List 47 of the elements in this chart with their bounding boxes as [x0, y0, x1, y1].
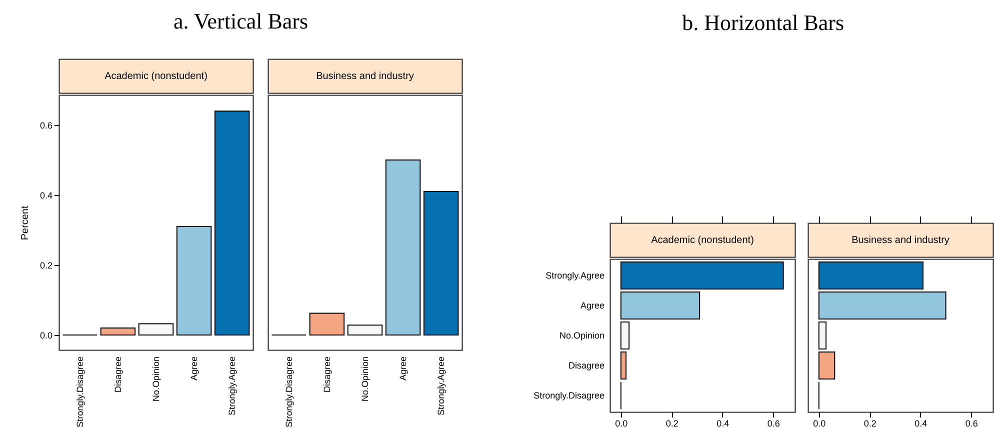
x-tick-label: No.Opinion [150, 356, 161, 402]
x-tick-label: 0.4 [914, 418, 927, 428]
x-tick-label: Strongly.Agree [226, 356, 237, 416]
x-tick-label: 0.4 [716, 418, 729, 428]
bar [138, 322, 174, 336]
x-tick-label: 0.6 [767, 418, 780, 428]
bar [818, 351, 835, 380]
bar [620, 291, 700, 320]
bar [347, 324, 382, 336]
chart-subtitle: Academic (nonstudent) [650, 234, 754, 246]
y-tick-label: 0.0 [40, 330, 52, 340]
chart-title: a. Vertical Bars [173, 8, 308, 34]
bar [620, 321, 630, 350]
chart-subtitle: Academic (nonstudent) [104, 70, 208, 82]
x-tick-label: 0.6 [965, 418, 978, 428]
chart-title: b. Horizontal Bars [682, 10, 844, 35]
y-tick-label: 0.6 [40, 120, 52, 130]
y-tick-label: 0.4 [40, 190, 52, 200]
x-tick-label: Strongly.Disagree [284, 356, 294, 428]
x-tick-label: Strongly.Agree [436, 356, 446, 416]
chart-subtitle: Business and industry [851, 234, 950, 246]
bar [818, 321, 826, 350]
bar [100, 327, 136, 336]
x-tick-label: 0.2 [666, 418, 678, 428]
x-tick-label: Agree [188, 356, 199, 380]
bar [214, 110, 250, 336]
x-tick-label: Agree [398, 356, 408, 380]
bar [309, 312, 344, 336]
bar [385, 159, 420, 336]
bar [620, 261, 784, 290]
x-tick-label: 0.0 [812, 418, 826, 428]
x-tick-label: Disagree [322, 356, 332, 392]
bar [423, 190, 458, 336]
x-tick-label: 0.0 [614, 418, 628, 428]
bar [818, 291, 946, 320]
bar [620, 351, 626, 380]
y-tick-label: Strongly.Agree [545, 270, 604, 280]
bar [176, 226, 212, 336]
y-tick-label: No.Opinion [559, 330, 604, 340]
bar [818, 261, 924, 290]
x-tick-label: No.Opinion [360, 356, 370, 402]
x-tick-label: Disagree [112, 356, 123, 392]
y-tick-label: Agree [580, 300, 604, 310]
y-tick-label: 0.2 [40, 260, 52, 270]
x-tick-label: 0.2 [864, 418, 876, 428]
chart-subtitle: Business and industry [316, 70, 414, 82]
y-axis-title: Percent [20, 205, 31, 240]
